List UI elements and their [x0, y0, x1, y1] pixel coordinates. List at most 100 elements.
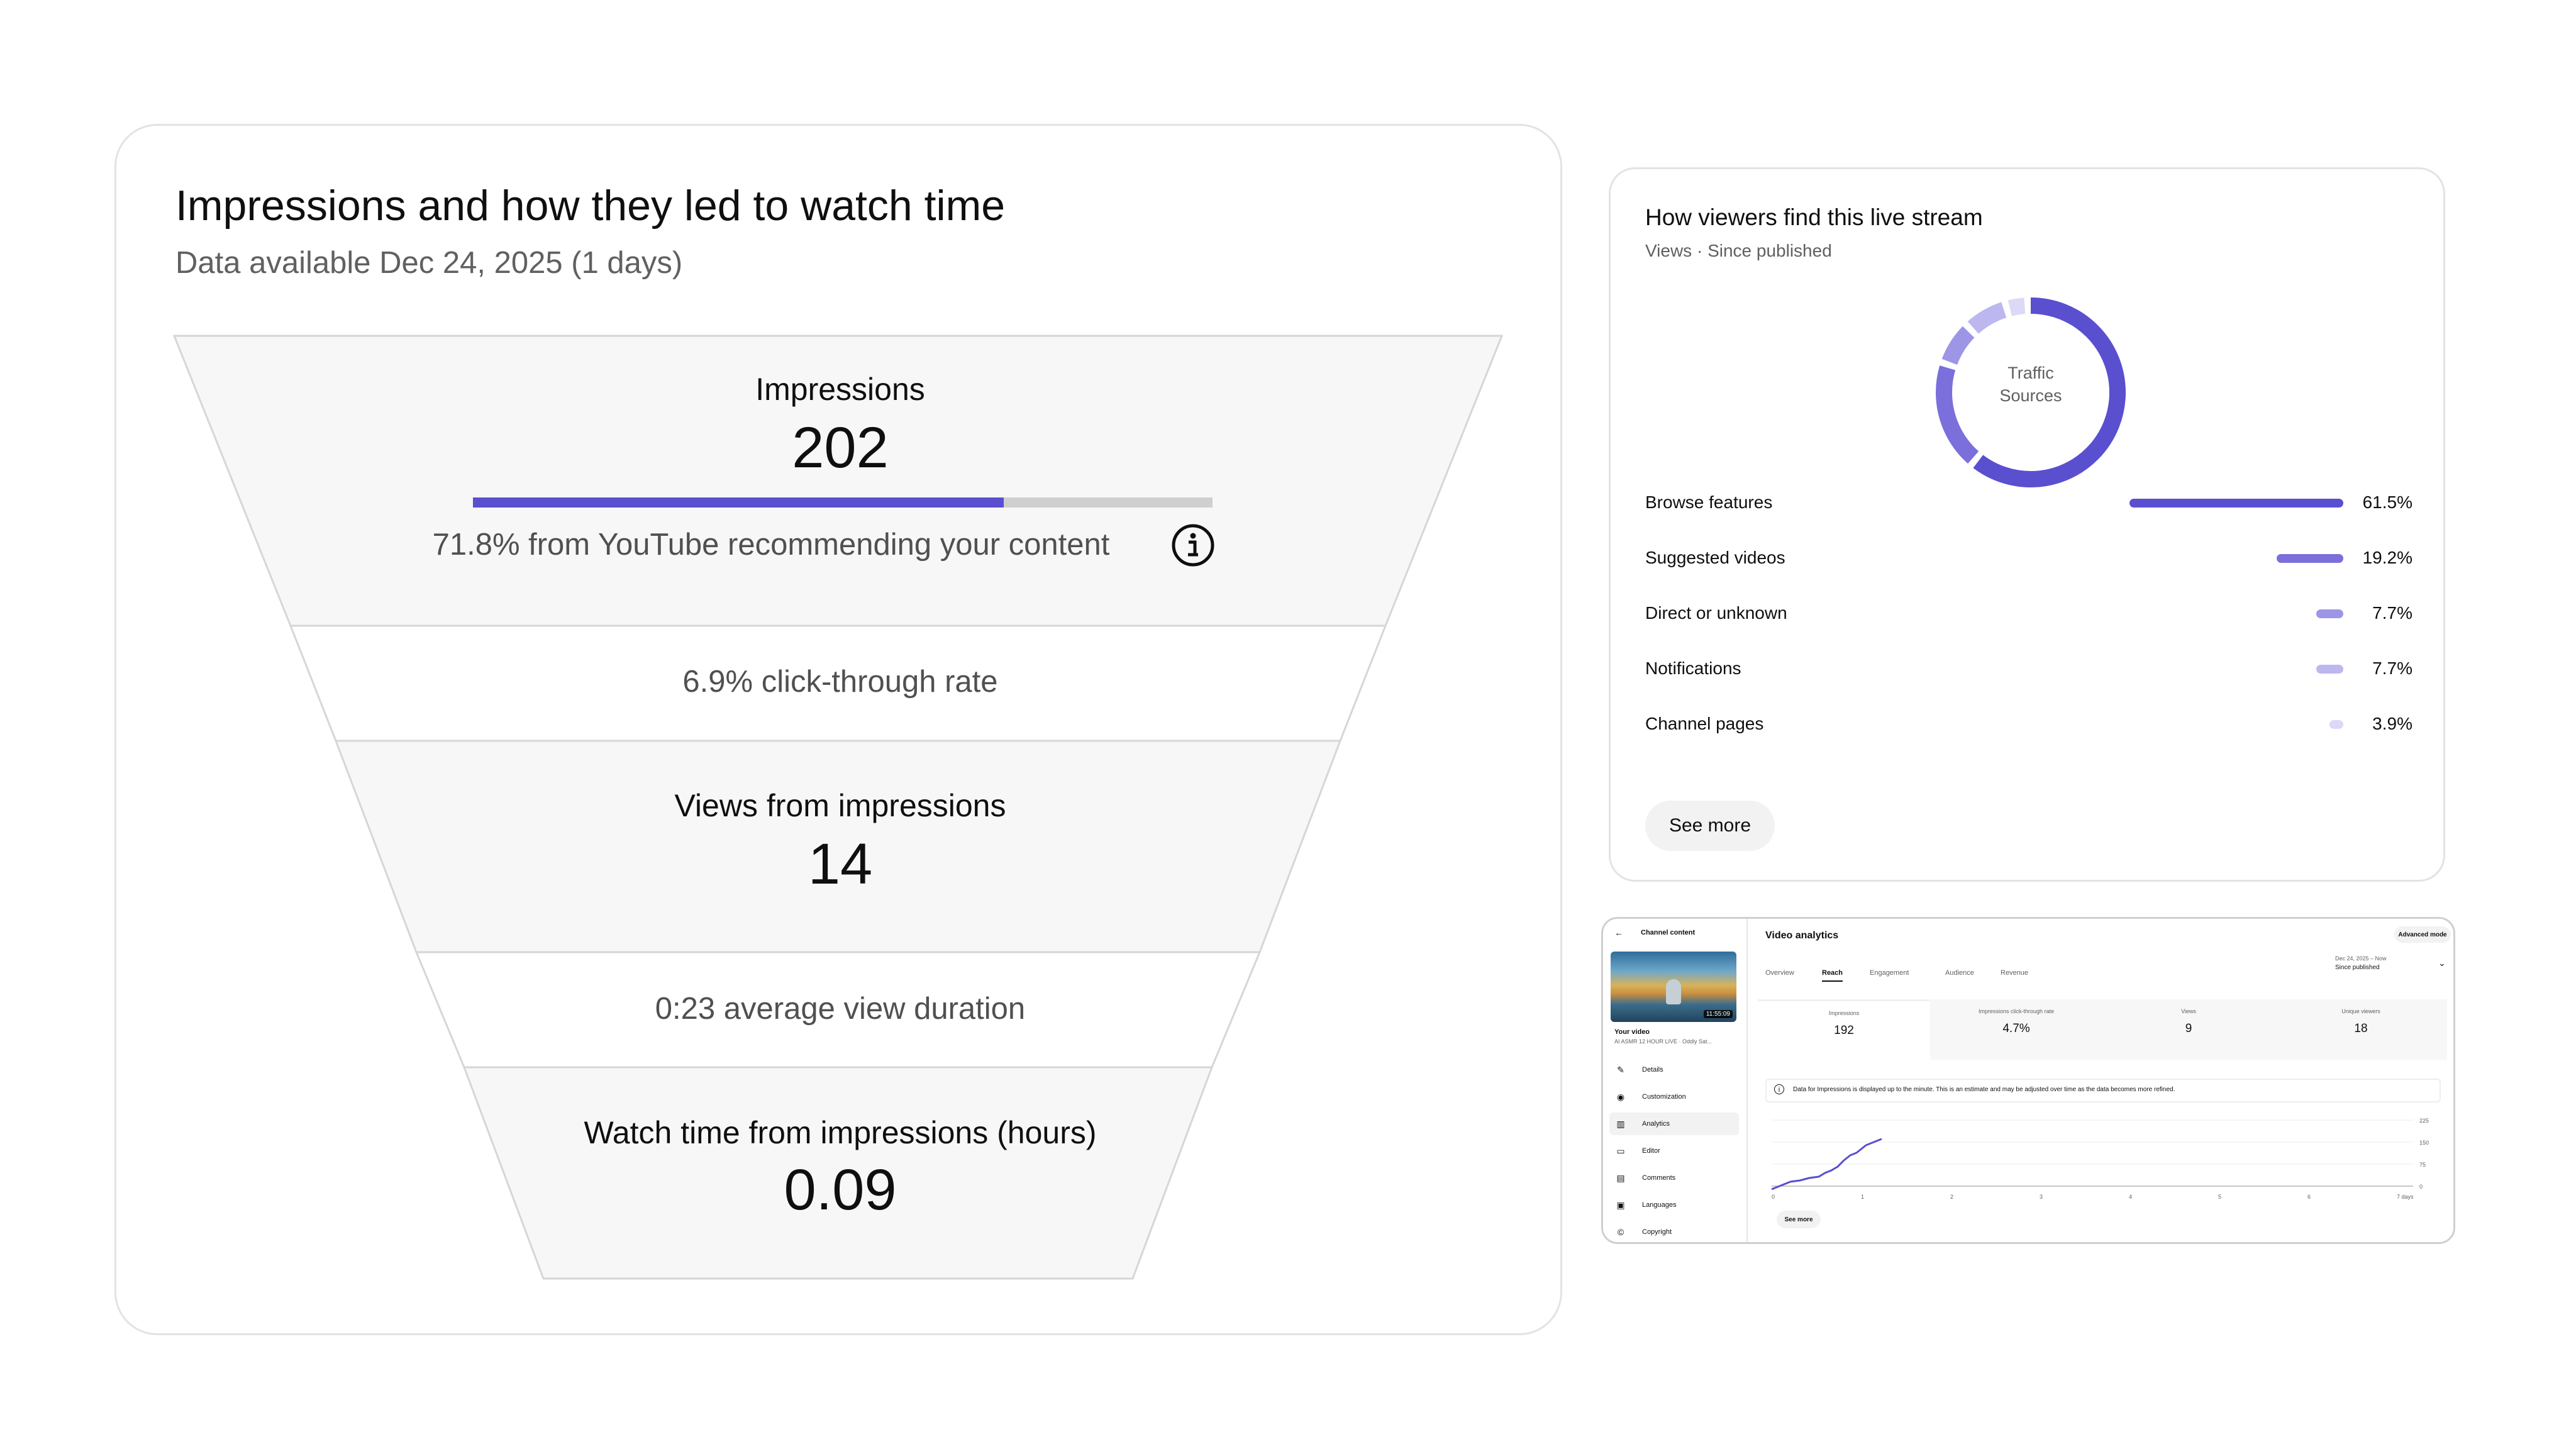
- metric-value: 18: [2354, 1022, 2368, 1035]
- sidebar-item-languages[interactable]: ▣ Languages: [1609, 1194, 1739, 1216]
- impressions-line: [1771, 1138, 1882, 1191]
- x-tick-label: 0: [1772, 1194, 1775, 1200]
- funnel-stage-watchtime: [462, 1066, 1214, 1280]
- notice-text: Data for Impressions is displayed up to …: [1793, 1086, 2175, 1093]
- languages-icon: ▣: [1616, 1200, 1625, 1210]
- date-label[interactable]: Since published: [2335, 964, 2380, 971]
- sidebar-item-label: Analytics: [1642, 1120, 1670, 1128]
- traffic-title: How viewers find this live stream: [1645, 204, 1983, 230]
- donut-label-line2: Sources: [1999, 386, 2062, 405]
- traffic-source-value: 61.5%: [2362, 492, 2412, 512]
- views-value: 14: [808, 832, 873, 896]
- traffic-source-row: Direct or unknown 7.7%: [1645, 594, 2412, 632]
- x-tick-label: 6: [2307, 1194, 2311, 1200]
- funnel-graphic: [172, 335, 1504, 1280]
- video-title: AI ASMR 12 HOUR LIVE · Oddly Sat...: [1614, 1038, 1713, 1045]
- watch-time-value: 0.09: [784, 1158, 897, 1222]
- traffic-source-value: 7.7%: [2372, 658, 2412, 678]
- traffic-source-name: Suggested videos: [1645, 548, 1785, 567]
- tab-audience[interactable]: Audience: [1945, 969, 1974, 977]
- traffic-source-bar: [2316, 609, 2343, 618]
- traffic-source-value: 7.7%: [2372, 603, 2412, 623]
- y-tick-label: 75: [2419, 1162, 2426, 1168]
- sidebar-item-comments[interactable]: ▤ Comments: [1609, 1167, 1739, 1189]
- traffic-source-value: 19.2%: [2362, 548, 2412, 567]
- donut-label-line1: Traffic: [2007, 364, 2054, 382]
- info-icon[interactable]: [1171, 523, 1215, 567]
- sidebar-item-label: Details: [1642, 1066, 1663, 1074]
- sidebar-item-label: Comments: [1642, 1174, 1676, 1182]
- metric-card[interactable]: Impressions click-through rate 4.7%: [1930, 999, 2102, 1060]
- x-tick-label: 3: [2040, 1194, 2043, 1200]
- sidebar-item-analytics[interactable]: ▥ Analytics: [1609, 1113, 1739, 1135]
- traffic-source-row: Channel pages 3.9%: [1645, 705, 2412, 743]
- studio-see-more-button[interactable]: See more: [1777, 1211, 1821, 1228]
- x-tick-label: 5: [2218, 1194, 2221, 1200]
- notice-info-icon: i: [1774, 1084, 1784, 1094]
- metric-label: Impressions: [1828, 1010, 1860, 1016]
- metric-label: Unique viewers: [2341, 1008, 2380, 1014]
- recommend-text: 71.8% from YouTube recommending your con…: [432, 528, 1110, 562]
- comments-icon: ▤: [1616, 1173, 1625, 1183]
- traffic-sources-card: How viewers find this live stream Views …: [1609, 167, 2445, 882]
- y-tick-label: 225: [2419, 1118, 2429, 1124]
- x-tick-label: 1: [1861, 1194, 1864, 1200]
- sidebar-item-copyright[interactable]: © Copyright: [1609, 1221, 1739, 1242]
- metric-label: Views: [2181, 1008, 2196, 1014]
- back-label[interactable]: Channel content: [1641, 929, 1696, 936]
- video-thumbnail[interactable]: 11:55:09: [1611, 952, 1736, 1022]
- donut-slice-0: [1936, 297, 2126, 487]
- x-tick-label: 7 days: [2397, 1194, 2414, 1200]
- advanced-mode-button[interactable]: Advanced mode: [2394, 926, 2451, 943]
- tab-engagement[interactable]: Engagement: [1870, 969, 1909, 977]
- traffic-source-row: Browse features 61.5%: [1645, 484, 2412, 521]
- tab-overview[interactable]: Overview: [1765, 969, 1794, 977]
- funnel-subtitle: Data available Dec 24, 2025 (1 days): [175, 246, 683, 280]
- funnel-card: Impressions and how they led to watch ti…: [114, 124, 1562, 1335]
- traffic-source-value: 3.9%: [2372, 714, 2412, 733]
- analytics-icon: ▥: [1616, 1119, 1625, 1129]
- metric-card[interactable]: Impressions 192: [1758, 999, 1930, 1062]
- sidebar-item-editor[interactable]: ▭ Editor: [1609, 1140, 1739, 1162]
- metric-card[interactable]: Unique viewers 18: [2275, 999, 2447, 1060]
- see-more-button[interactable]: See more: [1645, 801, 1775, 851]
- donut-slice-1: [1936, 297, 2126, 487]
- traffic-subtitle: Views · Since published: [1645, 241, 1832, 260]
- metric-label: Impressions click-through rate: [1978, 1008, 2055, 1014]
- metric-value: 9: [2185, 1022, 2192, 1035]
- sidebar-item-label: Copyright: [1642, 1228, 1672, 1236]
- metric-value: 192: [1834, 1024, 1854, 1037]
- traffic-source-bar: [2316, 665, 2343, 674]
- details-icon: ✎: [1617, 1065, 1624, 1075]
- chevron-down-icon[interactable]: ⌄: [2438, 958, 2446, 968]
- studio-main: Video analytics Advanced mode Overview Re…: [1746, 919, 2453, 1242]
- tab-revenue[interactable]: Revenue: [2001, 969, 2029, 977]
- thumbnail-duration: 11:55:09: [1703, 1010, 1733, 1018]
- avg-duration-text: 0:23 average view duration: [655, 992, 1026, 1026]
- impressions-value: 202: [792, 416, 889, 480]
- sidebar-item-details[interactable]: ✎ Details: [1609, 1058, 1739, 1081]
- studio-analytics-preview: ← Channel content 11:55:09 Your video AI…: [1601, 917, 2455, 1244]
- traffic-source-bar: [2129, 499, 2343, 508]
- y-tick-label: 0: [2419, 1184, 2423, 1190]
- tab-reach[interactable]: Reach: [1822, 969, 1843, 982]
- customization-icon: ◉: [1616, 1092, 1625, 1102]
- video-analytics-title: Video analytics: [1765, 930, 1839, 941]
- y-tick-label: 150: [2419, 1140, 2429, 1146]
- back-arrow-icon[interactable]: ←: [1614, 928, 1623, 938]
- metric-value: 4.7%: [2002, 1022, 2030, 1035]
- funnel-title: Impressions and how they led to watch ti…: [175, 182, 1006, 230]
- metric-card[interactable]: Views 9: [2102, 999, 2275, 1060]
- your-video-label: Your video: [1614, 1028, 1650, 1036]
- sidebar-item-customization[interactable]: ◉ Customization: [1609, 1085, 1739, 1108]
- recommend-progress-bar: [473, 497, 1213, 508]
- impressions-line-chart: 225 150 75 0 0 1 2 3 4 5 6 7 days: [1771, 1118, 2429, 1200]
- traffic-donut-chart: [1936, 297, 2126, 487]
- studio-sidebar: ← Channel content 11:55:09 Your video AI…: [1603, 919, 1748, 1242]
- traffic-source-row: Suggested videos 19.2%: [1645, 539, 2412, 577]
- traffic-source-name: Notifications: [1645, 658, 1741, 678]
- editor-icon: ▭: [1616, 1146, 1625, 1156]
- impressions-label: Impressions: [755, 372, 925, 407]
- copyright-icon: ©: [1617, 1227, 1624, 1237]
- x-tick-label: 4: [2129, 1194, 2132, 1200]
